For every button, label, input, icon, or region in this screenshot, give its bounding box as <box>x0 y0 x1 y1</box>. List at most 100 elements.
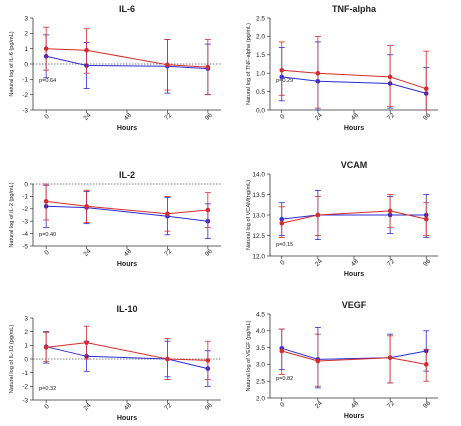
x-axis-label: Hours <box>344 125 364 132</box>
y-tick-label: 2.0 <box>256 395 265 402</box>
p-value-label: p=0.29 <box>276 78 293 84</box>
x-tick-label: 96 <box>422 112 432 122</box>
data-point <box>84 204 89 209</box>
y-tick-label: -3 <box>22 219 28 226</box>
x-tick-label: 72 <box>163 248 173 258</box>
y-axis-label: Natural log of IL-10 (pg/mL) <box>9 325 15 394</box>
x-tick-label: 0 <box>279 113 287 121</box>
x-tick-label: 96 <box>204 112 214 122</box>
data-point <box>165 211 170 217</box>
y-tick-label: -1 <box>22 194 28 201</box>
data-point <box>387 355 393 360</box>
chart-panel-6: VEGF 4.5 4.0 3.5 3.0 2.5 2.0 0 24 48 72 96 Hours Natu… <box>246 300 438 420</box>
x-tick-label: 0 <box>279 259 287 267</box>
series-2 <box>43 26 211 96</box>
series-line <box>46 205 208 222</box>
x-tick-label: 48 <box>350 400 360 410</box>
series-2 <box>278 328 430 387</box>
series-line <box>46 342 208 361</box>
y-axis-label: Natural log of IL-2 (pg/mL) <box>9 182 15 247</box>
chart-panel-1: IL-6 3 2 1 0 -1 -2 -3 0 24 48 72 96 Hours Natural log … <box>9 4 221 132</box>
series-1 <box>278 327 430 389</box>
x-tick-label: 24 <box>314 112 324 122</box>
series-1 <box>278 41 430 111</box>
x-tick-label: 72 <box>386 112 396 122</box>
y-tick-label: 2.5 <box>256 15 265 22</box>
data-point <box>423 362 429 367</box>
y-tick-label: 2 <box>24 31 28 38</box>
series-1 <box>43 34 211 96</box>
x-tick-label: 96 <box>204 248 214 258</box>
y-tick-label: 13.0 <box>252 212 265 219</box>
p-value-label: p=0.64 <box>39 78 56 84</box>
y-tick-label: -3 <box>22 397 28 404</box>
y-tick-label: 3.5 <box>256 345 265 352</box>
y-tick-label: -2 <box>22 384 28 391</box>
y-tick-label: -2 <box>22 92 28 99</box>
y-tick-label: -3 <box>22 107 28 114</box>
data-point <box>279 348 285 354</box>
x-tick-label: 48 <box>350 112 360 122</box>
data-point <box>84 47 89 53</box>
data-point <box>43 345 49 350</box>
data-point <box>43 199 49 204</box>
series-line <box>281 69 427 90</box>
y-tick-label: 2.0 <box>256 34 265 41</box>
y-axis-label: Natural log of TNF-alpha (pg/mL) <box>246 23 252 105</box>
y-tick-label: 0 <box>24 181 28 188</box>
data-point <box>315 358 321 364</box>
p-value-label: p=0.40 <box>39 232 56 238</box>
data-point <box>387 74 393 80</box>
data-point <box>279 220 285 226</box>
y-tick-label: -5 <box>22 243 28 250</box>
y-tick-label: 4.0 <box>256 328 265 335</box>
x-tick-label: 0 <box>43 403 51 411</box>
x-axis-label: Hours <box>117 125 137 132</box>
y-tick-label: -1 <box>22 77 28 84</box>
x-axis-label: Hours <box>344 413 364 420</box>
x-tick-label: 48 <box>123 402 133 412</box>
p-value-label: p=0.15 <box>276 242 293 248</box>
x-tick-label: 48 <box>123 112 133 122</box>
y-tick-label: -1 <box>22 370 28 377</box>
data-point <box>84 340 89 345</box>
x-tick-label: 72 <box>386 400 396 410</box>
data-point <box>315 70 321 76</box>
y-tick-label: 12.0 <box>252 253 265 260</box>
series-line <box>281 350 427 365</box>
series-line <box>281 76 427 94</box>
x-tick-label: 96 <box>422 258 432 268</box>
data-point <box>423 216 429 222</box>
y-tick-label: 1.0 <box>256 71 265 78</box>
y-tick-label: 1 <box>24 46 28 53</box>
y-tick-label: 0 <box>24 356 28 363</box>
y-axis-label: Natural log of VCAM(ng/mL) <box>246 180 252 250</box>
x-tick-label: 0 <box>43 249 51 257</box>
y-tick-label: 0.0 <box>256 107 265 114</box>
x-tick-label: 24 <box>82 402 92 412</box>
chart-title: VEGF <box>342 300 367 310</box>
chart-title: TNF-alpha <box>332 4 377 14</box>
x-tick-label: 48 <box>123 248 133 258</box>
chart-title: VCAM <box>341 160 368 170</box>
series-2 <box>278 194 430 238</box>
series-line <box>46 48 208 68</box>
x-tick-label: 72 <box>163 112 173 122</box>
y-tick-label: 4.5 <box>256 311 265 318</box>
p-value-label: p=0.82 <box>276 376 293 382</box>
y-tick-label: 2 <box>24 329 28 336</box>
x-axis-label: Hours <box>117 415 137 422</box>
y-tick-label: 1.5 <box>256 52 265 59</box>
data-point <box>423 86 429 91</box>
x-tick-label: 24 <box>314 258 324 268</box>
data-point <box>279 67 285 73</box>
x-tick-label: 24 <box>82 112 92 122</box>
p-value-label: p=0.32 <box>39 386 56 392</box>
chart-panel-2: TNF-alpha 2.5 2.0 1.5 1.0 0.5 0.0 0 24 48 72 96 Hour… <box>246 4 438 132</box>
x-tick-label: 96 <box>422 400 432 410</box>
x-tick-label: 96 <box>204 402 214 412</box>
y-tick-label: 13.5 <box>252 192 265 199</box>
chart-title: IL-6 <box>119 4 135 14</box>
data-point <box>387 208 393 214</box>
